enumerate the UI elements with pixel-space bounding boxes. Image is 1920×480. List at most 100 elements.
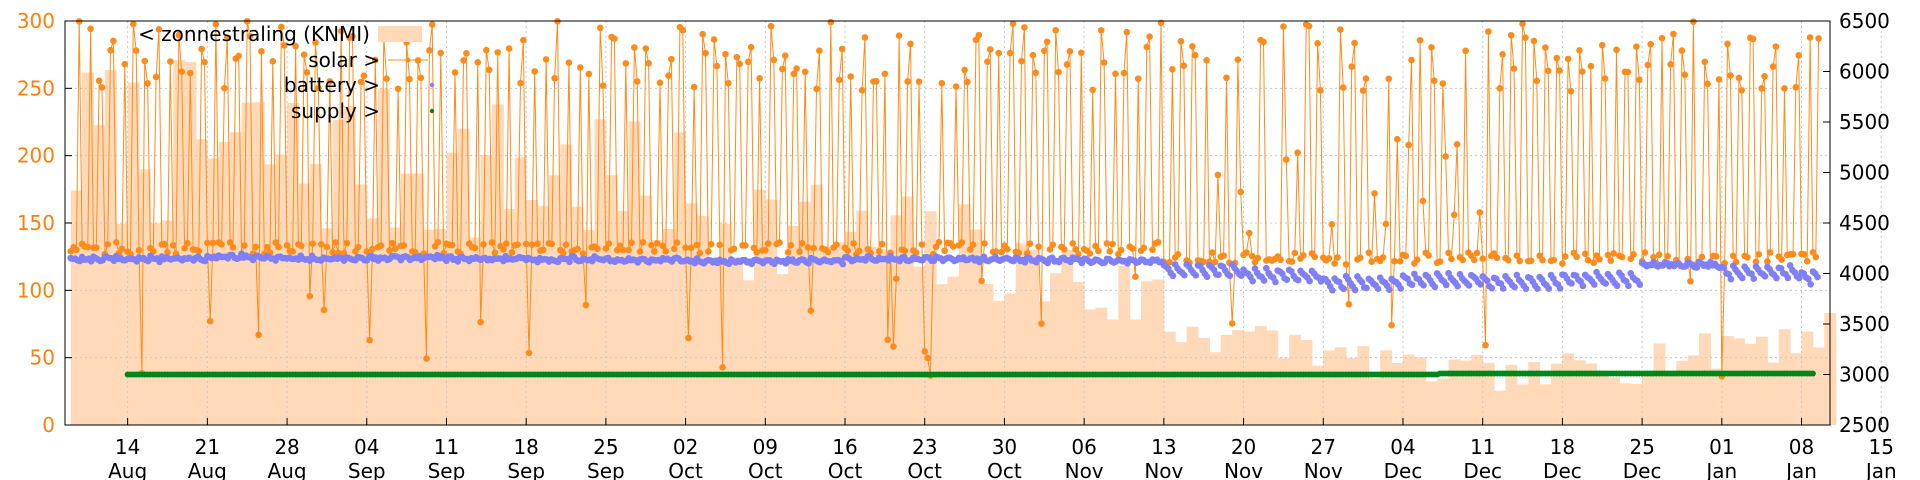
solar-point [360,72,368,79]
radiation-bar [970,229,983,425]
solar-point [95,77,103,85]
solar-point [1413,256,1421,264]
y-right-tick-label: 5000 [1839,161,1890,185]
solar-point [525,349,533,357]
supply-series [124,370,1816,378]
solar-point [799,239,806,247]
solar-point [485,66,493,74]
solar-point [665,72,672,79]
battery-point [1260,277,1268,284]
solar-point [1542,44,1549,51]
solar-point [1513,252,1521,259]
battery-point [1534,285,1541,292]
solar-point [1291,249,1299,257]
solar-point [1752,258,1760,266]
solar-point [312,39,319,46]
solar-point [881,70,889,78]
solar-point [1282,156,1290,163]
battery-point [1513,271,1521,279]
solar-point [1795,51,1802,59]
solar-point [659,242,667,250]
battery-point [1720,264,1728,272]
solar-point [1635,76,1643,84]
solar-point [1089,86,1096,94]
solar-point [807,307,815,314]
radiation-bar [1448,359,1461,425]
battery-point [1249,277,1256,285]
solar-point [1342,261,1350,268]
radiation-bar [947,276,960,425]
radiation-bar [537,206,550,425]
solar-point [480,241,487,248]
solar-point [998,248,1005,256]
solar-point [144,80,151,87]
radiation-bar [742,280,755,425]
radiation-bar [116,223,129,425]
radiation-bar [617,210,630,425]
legend-swatch-point [429,82,435,88]
solar-point [389,239,396,247]
solar-point [1610,250,1617,257]
radiation-bar [753,189,766,425]
solar-point [520,36,527,44]
solar-point [1396,257,1404,265]
solar-point [1764,258,1771,265]
radiation-bar [640,195,652,425]
radiation-bar [241,102,254,425]
solar-point [599,82,607,89]
solar-point [1772,43,1780,50]
x-tick-day: 28 [274,435,299,459]
solar-point [855,247,863,255]
solar-point [690,83,698,91]
solar-point [793,65,800,72]
radiation-bar [1471,354,1484,425]
radiation-bar [981,283,994,425]
solar-point [500,246,507,253]
radiation-bar [560,144,573,425]
solar-point [884,336,892,344]
solar-point [1519,20,1526,28]
radiation-bar [195,139,208,425]
solar-point [921,348,929,355]
solar-point [1744,254,1751,261]
solar-point [1533,77,1541,85]
solar-point [1356,254,1364,262]
solar-point [1587,62,1595,70]
solar-point [320,306,328,314]
solar-point [1781,85,1788,92]
radiation-bar [139,169,151,425]
radiation-bar [1676,360,1689,425]
solar-point [502,240,510,247]
solar-point [1556,67,1563,74]
solar-point [668,55,675,63]
solar-point [118,245,126,253]
solar-point [1317,86,1324,94]
solar-point [1189,43,1196,50]
solar-point [235,52,242,60]
radiation-bar [901,196,914,425]
radiation-bar [298,183,311,425]
x-tick-month: Dec [1623,459,1662,480]
solar-point [1416,36,1424,44]
battery-point [1777,264,1785,272]
solar-point [679,26,687,34]
solar-point [836,76,843,84]
solar-point [371,56,379,64]
solar-point [1086,250,1094,257]
solar-point [104,240,112,248]
solar-point [383,75,390,83]
solar-point [1470,256,1478,264]
solar-point [1134,75,1142,82]
solar-point [1567,87,1575,95]
solar-point [562,241,570,248]
y-left-tick-label: 200 [17,144,55,168]
battery-point [1693,264,1701,271]
solar-point [673,239,681,246]
solar-point [534,240,541,248]
solar-point [744,58,752,66]
solar-point [579,250,587,257]
solar-point [565,59,573,66]
x-tick-day: 11 [1470,435,1495,459]
solar-point [781,52,789,59]
solar-point [1690,18,1697,25]
